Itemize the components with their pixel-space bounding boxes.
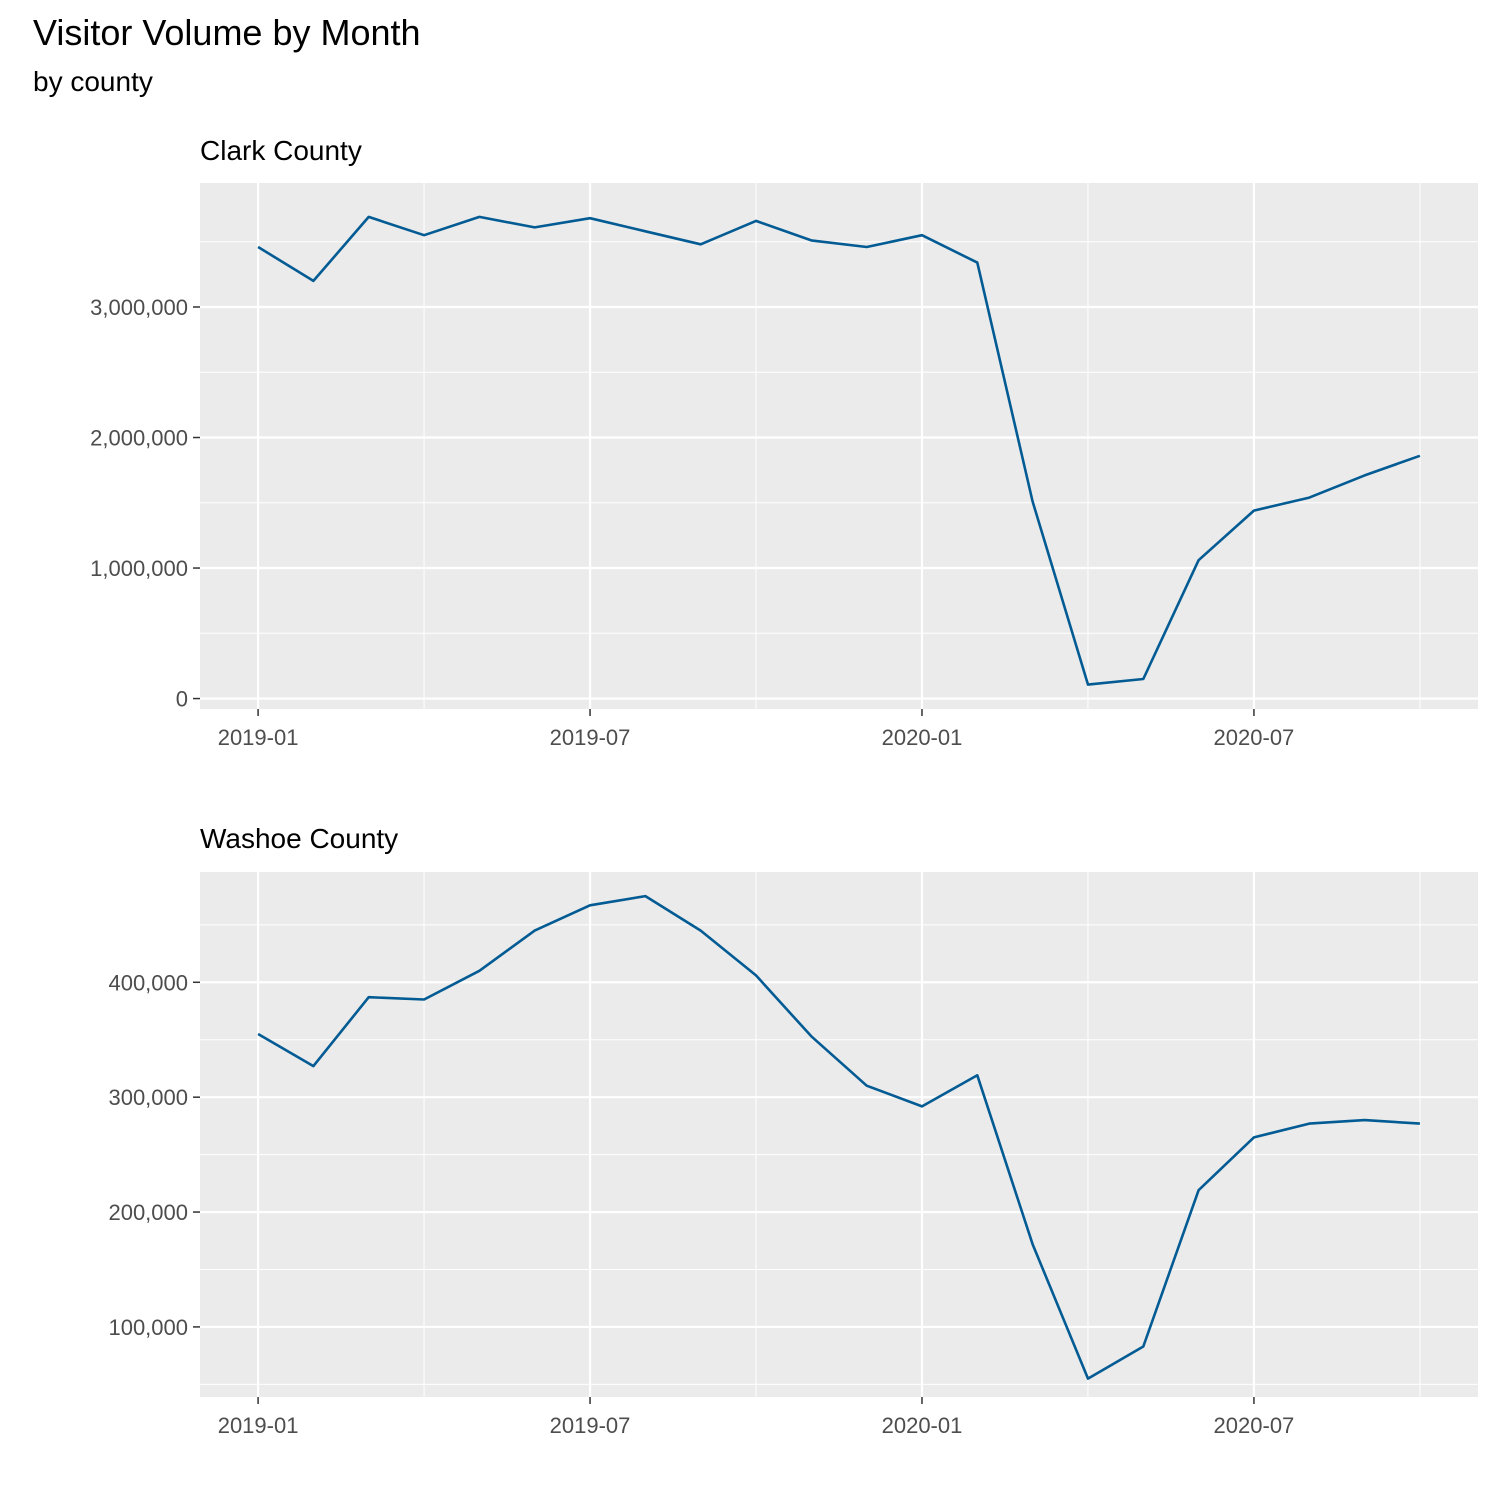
data-point [1030,1242,1035,1247]
data-point [975,1073,980,1078]
y-tick-label: 0 [176,687,188,712]
x-tick-label: 2020-01 [882,725,963,750]
data-point [919,1104,924,1109]
data-point [1196,1188,1201,1193]
data-point [311,1064,316,1069]
data-point [311,278,316,283]
x-tick-label: 2019-01 [218,1413,299,1438]
data-point [1196,558,1201,563]
series-line [257,894,1420,1380]
data-point [588,216,593,221]
data-point [643,894,648,899]
panel-title: Clark County [200,135,362,166]
data-point [643,229,648,234]
data-point [1141,1344,1146,1349]
data-point [477,214,482,219]
data-point [1030,499,1035,504]
y-tick-label: 100,000 [108,1315,188,1340]
y-tick-label: 400,000 [108,970,188,995]
series-line [257,215,1421,686]
data-point [532,928,537,933]
data-point [1417,1121,1422,1126]
data-point [1085,682,1090,687]
data-point [588,903,593,908]
data-point [477,968,482,973]
data-point [366,995,371,1000]
data-point [1085,1376,1090,1381]
y-tick-label: 1,000,000 [90,556,188,581]
panel-background [200,872,1478,1397]
data-point [1417,453,1422,458]
y-tick-label: 300,000 [108,1085,188,1110]
x-tick-label: 2019-01 [218,725,299,750]
y-tick-label: 3,000,000 [90,295,188,320]
data-point [256,1031,261,1036]
data-point [422,233,427,238]
data-point [1307,495,1312,500]
data-point [256,244,261,249]
data-point [698,242,703,247]
data-point [864,244,869,249]
chart-subtitle: by county [33,66,153,97]
data-point [422,997,427,1002]
y-tick-label: 2,000,000 [90,426,188,451]
data-point [366,214,371,219]
x-tick-label: 2020-07 [1214,725,1295,750]
data-point [1307,1121,1312,1126]
x-tick-label: 2020-01 [882,1413,963,1438]
data-point [809,238,814,243]
panel-title: Washoe County [200,823,398,854]
data-point [864,1083,869,1088]
data-point [919,233,924,238]
panel-background [200,183,1478,709]
data-point [1362,473,1367,478]
data-point [532,225,537,230]
data-point [754,973,759,978]
x-tick-label: 2020-07 [1214,1413,1295,1438]
x-tick-label: 2019-07 [550,725,631,750]
data-point [1141,676,1146,681]
data-point [809,1034,814,1039]
data-point [1362,1118,1367,1123]
data-point [1251,508,1256,513]
y-tick-label: 200,000 [108,1200,188,1225]
x-tick-label: 2019-07 [550,1413,631,1438]
data-point [1251,1135,1256,1140]
data-point [975,260,980,265]
chart-title: Visitor Volume by Month [33,12,421,53]
data-point [754,218,759,223]
data-point [698,928,703,933]
